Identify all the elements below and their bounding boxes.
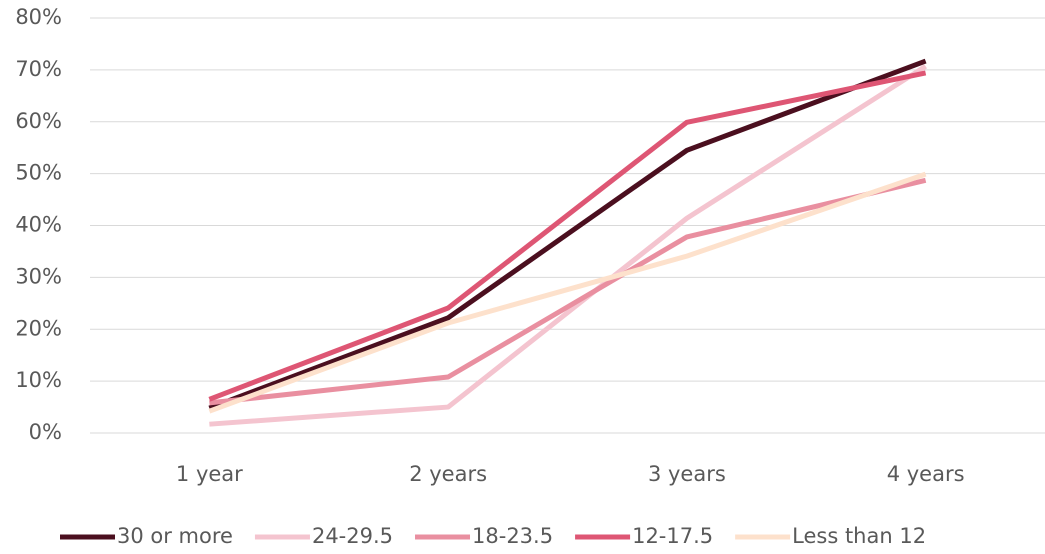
series-line: [209, 177, 927, 406]
y-tick-label: 80%: [15, 5, 62, 29]
series-line: [208, 171, 927, 414]
y-tick-label: 0%: [29, 420, 62, 444]
x-tick-label: 2 years: [409, 462, 487, 486]
legend-label: 24-29.5: [312, 524, 393, 548]
y-tick-label: 60%: [15, 109, 62, 133]
y-tick-label: 70%: [15, 57, 62, 81]
x-tick-label: 1 year: [176, 462, 243, 486]
series-line: [208, 58, 927, 411]
legend-label: 30 or more: [117, 524, 233, 548]
series-line: [209, 64, 927, 427]
y-tick-label: 20%: [15, 316, 62, 340]
x-tick-label: 4 years: [887, 462, 965, 486]
legend-label: Less than 12: [792, 524, 926, 548]
y-tick-label: 50%: [15, 161, 62, 185]
x-tick-label: 3 years: [648, 462, 726, 486]
y-tick-label: 10%: [15, 368, 62, 392]
y-tick-label: 30%: [15, 264, 62, 288]
series-line: [208, 70, 927, 402]
legend-label: 18-23.5: [472, 524, 553, 548]
legend-label: 12-17.5: [632, 524, 713, 548]
y-tick-label: 40%: [15, 213, 62, 237]
